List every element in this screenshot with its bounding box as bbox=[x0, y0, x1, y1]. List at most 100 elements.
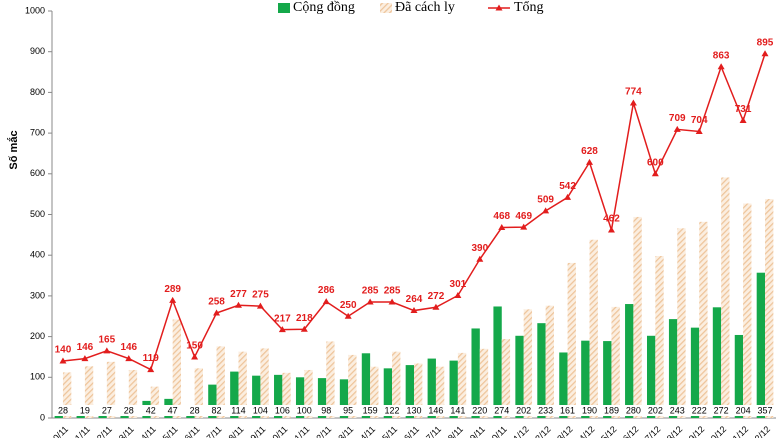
data-label: 204 bbox=[736, 405, 751, 415]
data-label-box bbox=[206, 405, 227, 416]
bar bbox=[523, 309, 533, 418]
y-axis-label: Số mắc bbox=[7, 130, 20, 169]
data-label-box bbox=[294, 405, 315, 416]
bar bbox=[84, 366, 94, 418]
y-tick-label: 400 bbox=[30, 250, 45, 260]
y-tick-label: 500 bbox=[30, 209, 45, 219]
x-tick-label: 12/11 bbox=[91, 424, 114, 438]
bar bbox=[559, 352, 568, 418]
bar bbox=[581, 340, 590, 418]
y-tick-label: 0 bbox=[40, 412, 45, 422]
data-label: 28 bbox=[58, 405, 68, 415]
legend-label: Đã cách ly bbox=[395, 0, 455, 15]
data-label: 264 bbox=[406, 294, 423, 305]
data-label: 130 bbox=[406, 405, 421, 415]
data-label: 161 bbox=[560, 405, 575, 415]
x-tick-label: 28/11 bbox=[442, 424, 465, 438]
bar bbox=[370, 366, 379, 418]
data-label-box bbox=[469, 405, 490, 416]
data-label: 202 bbox=[648, 405, 663, 415]
marker bbox=[103, 347, 111, 354]
marker bbox=[629, 99, 637, 106]
bar bbox=[712, 307, 722, 418]
legend-label: Cộng đồng bbox=[293, 0, 355, 15]
bar bbox=[208, 384, 217, 418]
data-label-box bbox=[184, 405, 205, 416]
data-label: 280 bbox=[626, 405, 641, 415]
data-label: 98 bbox=[321, 405, 331, 415]
bar bbox=[62, 372, 72, 418]
bar bbox=[260, 348, 269, 418]
x-tick-label: 8/12 bbox=[665, 424, 684, 438]
data-label-box bbox=[535, 405, 556, 416]
legend-swatch bbox=[380, 3, 392, 13]
data-label: 189 bbox=[604, 405, 619, 415]
data-label-box bbox=[382, 405, 403, 416]
bar bbox=[668, 319, 678, 418]
bar bbox=[611, 306, 620, 418]
data-label-box bbox=[96, 405, 117, 416]
marker bbox=[213, 309, 221, 316]
bar bbox=[449, 360, 458, 418]
x-tick-label: 15/11 bbox=[157, 424, 180, 438]
x-tick-label: 1/12 bbox=[511, 424, 530, 438]
data-label: 202 bbox=[516, 405, 531, 415]
marker bbox=[147, 366, 155, 373]
data-label-box bbox=[74, 405, 95, 416]
data-label: 275 bbox=[252, 290, 269, 301]
data-label: 28 bbox=[124, 405, 134, 415]
data-label: 159 bbox=[363, 405, 378, 415]
bar bbox=[405, 365, 414, 418]
data-label: 243 bbox=[670, 405, 685, 415]
x-tick-label: 12/12 bbox=[749, 424, 772, 438]
data-label-box bbox=[579, 405, 600, 416]
data-label: 95 bbox=[343, 405, 353, 415]
bar bbox=[603, 341, 612, 418]
x-tick-label: 25/11 bbox=[377, 424, 400, 438]
x-tick-label: 27/11 bbox=[421, 424, 444, 438]
data-label: 863 bbox=[713, 50, 730, 61]
data-label: 222 bbox=[692, 405, 707, 415]
bar bbox=[414, 363, 423, 418]
marker bbox=[651, 170, 659, 177]
bar bbox=[326, 341, 335, 418]
data-label-box bbox=[667, 405, 688, 416]
data-label-box bbox=[250, 405, 271, 416]
x-tick-label: 20/11 bbox=[267, 424, 290, 438]
y-tick-label: 700 bbox=[30, 127, 45, 137]
bar bbox=[567, 262, 576, 418]
marker bbox=[169, 296, 177, 303]
data-label: 146 bbox=[77, 342, 94, 353]
marker bbox=[564, 193, 572, 200]
data-label-box bbox=[425, 405, 446, 416]
y-tick-label: 1000 bbox=[25, 5, 45, 15]
x-tick-label: 24/11 bbox=[355, 424, 378, 438]
data-label: 357 bbox=[758, 405, 773, 415]
data-label-box bbox=[140, 405, 161, 416]
x-tick-label: 5/12 bbox=[599, 424, 618, 438]
bar bbox=[589, 239, 598, 418]
data-label: 146 bbox=[428, 405, 443, 415]
data-label-box bbox=[360, 405, 381, 416]
marker bbox=[81, 355, 89, 362]
data-label-box bbox=[557, 405, 578, 416]
data-label: 628 bbox=[581, 146, 598, 157]
bar bbox=[545, 305, 554, 418]
bar bbox=[625, 304, 634, 418]
x-tick-label: 23/11 bbox=[333, 424, 356, 438]
bar bbox=[457, 352, 467, 418]
bar bbox=[361, 353, 371, 418]
data-label: 190 bbox=[582, 405, 597, 415]
data-label: 272 bbox=[714, 405, 729, 415]
bar bbox=[471, 328, 480, 418]
bar bbox=[756, 272, 766, 418]
data-label: 42 bbox=[146, 405, 156, 415]
data-label-box bbox=[513, 405, 534, 416]
marker bbox=[476, 255, 484, 262]
bar bbox=[295, 377, 305, 418]
marker bbox=[125, 355, 133, 362]
bar bbox=[339, 379, 349, 418]
data-label: 218 bbox=[296, 313, 313, 324]
x-tick-label: 7/12 bbox=[643, 424, 662, 438]
bar bbox=[317, 378, 327, 418]
